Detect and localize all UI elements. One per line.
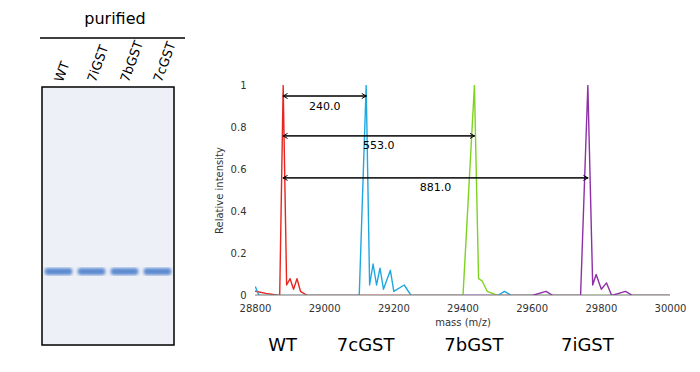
- svg-text:0.6: 0.6: [231, 164, 247, 175]
- svg-text:Relative intensity: Relative intensity: [214, 147, 225, 234]
- svg-text:28800: 28800: [240, 303, 272, 314]
- svg-text:29000: 29000: [309, 303, 341, 314]
- html-text:7cGST: 7cGST: [336, 334, 395, 355]
- svg-text:purified: purified: [84, 9, 145, 28]
- svg-text:mass (m/z): mass (m/z): [435, 317, 491, 328]
- svg-text:0.2: 0.2: [231, 248, 247, 259]
- svg-text:30000: 30000: [655, 303, 687, 314]
- svg-text:553.0: 553.0: [363, 139, 395, 152]
- svg-text:0.4: 0.4: [231, 206, 247, 217]
- svg-text:7iGST: 7iGST: [84, 43, 111, 84]
- svg-text:240.0: 240.0: [309, 100, 341, 113]
- html-text:7iGST: 7iGST: [560, 334, 614, 355]
- svg-text:7cGST: 7cGST: [150, 40, 178, 84]
- svg-text:29200: 29200: [378, 303, 410, 314]
- svg-text:WT: WT: [51, 59, 72, 84]
- svg-text:29800: 29800: [585, 303, 617, 314]
- html-text:WT: WT: [268, 334, 298, 355]
- html-text:7bGST: 7bGST: [444, 334, 504, 355]
- svg-text:0.8: 0.8: [231, 122, 247, 133]
- svg-text:881.0: 881.0: [420, 181, 452, 194]
- svg-text:7bGST: 7bGST: [117, 39, 146, 84]
- svg-text:29600: 29600: [516, 303, 548, 314]
- svg-text:1: 1: [240, 80, 246, 91]
- svg-text:29400: 29400: [447, 303, 479, 314]
- svg-text:0: 0: [240, 290, 246, 301]
